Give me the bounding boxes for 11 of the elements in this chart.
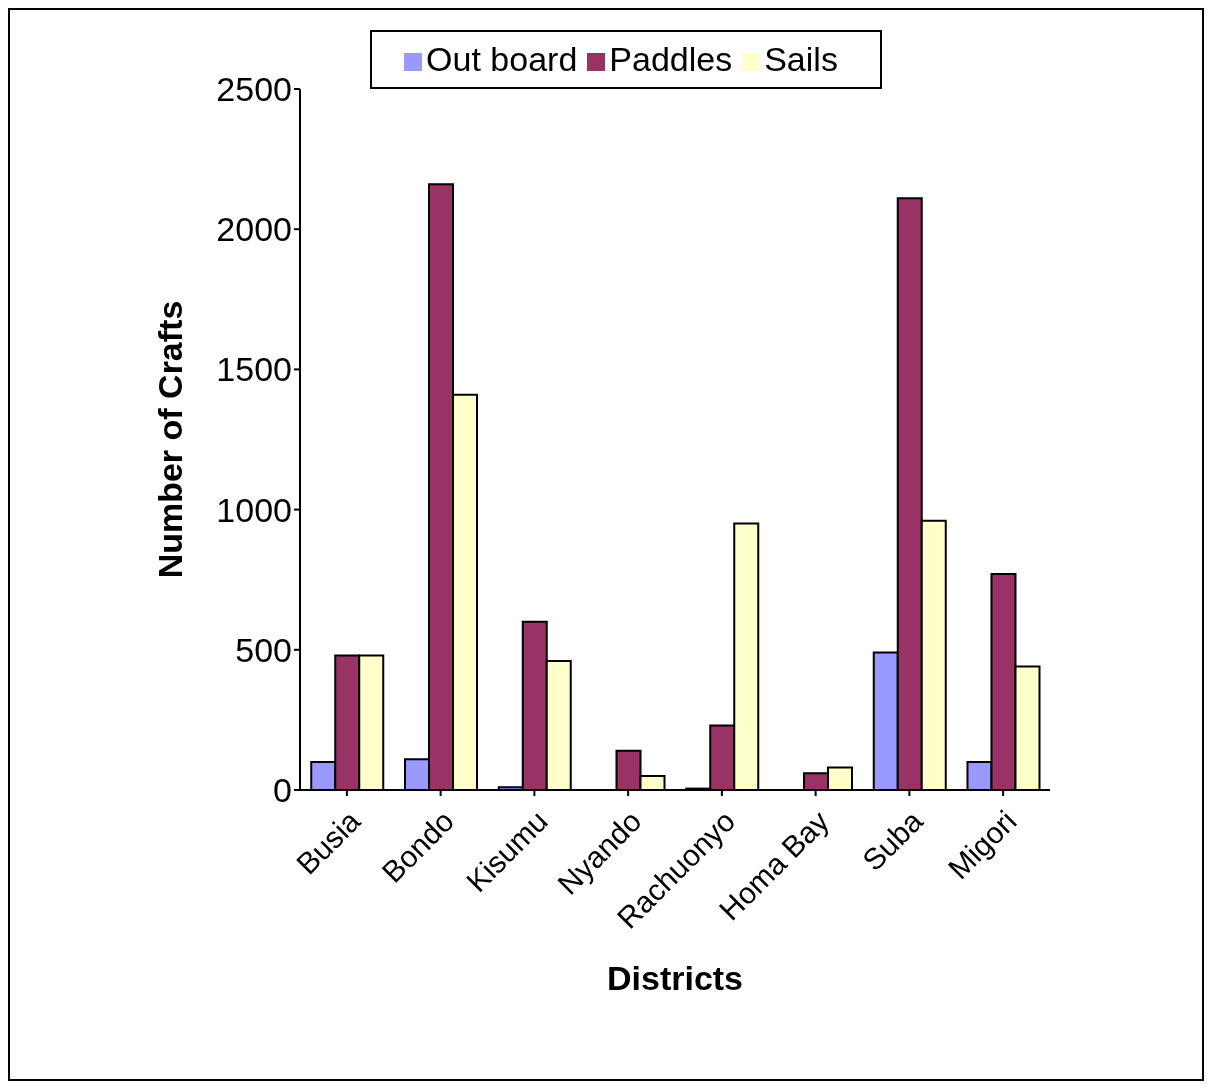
y-tick-label: 0 bbox=[273, 771, 292, 810]
legend-label: Paddles bbox=[609, 40, 733, 78]
y-tick-label: 2500 bbox=[216, 70, 292, 109]
x-axis-title: Districts bbox=[606, 959, 744, 997]
y-axis-title: Number of Crafts bbox=[151, 300, 190, 579]
legend-label: Out board bbox=[426, 40, 578, 78]
y-tick-label: 500 bbox=[235, 630, 292, 669]
y-tick-label: 2000 bbox=[216, 210, 292, 249]
y-tick-label: 1500 bbox=[216, 350, 292, 389]
legend-label: Sails bbox=[764, 40, 838, 78]
y-tick-label: 1000 bbox=[216, 490, 292, 529]
